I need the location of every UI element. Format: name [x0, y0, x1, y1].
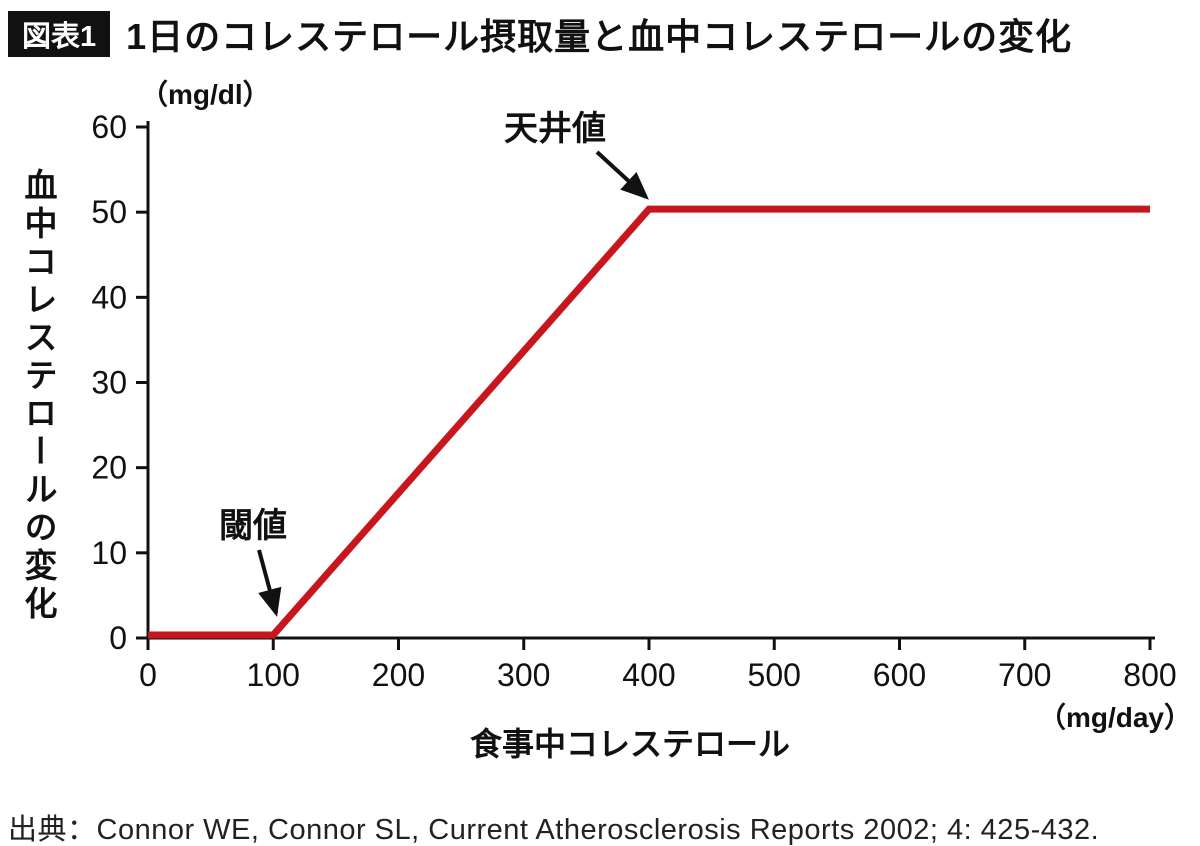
y-tick-label: 50 [91, 194, 127, 230]
x-tick-label: 0 [139, 657, 157, 693]
x-axis-unit: （mg/day） [1038, 701, 1192, 733]
y-axis-title: 血中コレステロールの変化 [20, 168, 57, 624]
y-tick-label: 10 [91, 535, 127, 571]
y-tick-label: 20 [91, 450, 127, 486]
x-tick-label: 500 [748, 657, 801, 693]
x-tick-label: 300 [497, 657, 550, 693]
x-tick-label: 800 [1123, 657, 1176, 693]
figure-number-badge: 図表1 [8, 11, 111, 57]
ceiling-annotation-arrow [595, 150, 649, 200]
y-tick-label: 40 [91, 279, 127, 315]
ceiling-annotation-label: 天井値 [504, 110, 606, 148]
x-tick-label: 600 [873, 657, 926, 693]
threshold-annotation-arrow [257, 549, 282, 617]
x-tick-label: 100 [247, 657, 300, 693]
x-tick-label: 400 [622, 657, 675, 693]
x-tick-label: 200 [372, 657, 425, 693]
x-tick-label: 700 [998, 657, 1051, 693]
y-axis-unit: （mg/dl） [140, 78, 271, 110]
source-citation: 出典：Connor WE, Connor SL, Current Atheros… [8, 814, 1100, 846]
threshold-annotation-label: 閾値 [219, 507, 287, 545]
cholesterol-series-line [148, 205, 1150, 639]
figure-title: 1日のコレステロール摂取量と血中コレステロールの変化 [126, 16, 1073, 57]
figure-header: 図表1 1日のコレステロール摂取量と血中コレステロールの変化 [8, 8, 1072, 60]
x-axis-title: 食事中コレステロール [470, 726, 790, 762]
y-tick-label: 30 [91, 365, 127, 401]
y-tick-label: 60 [91, 109, 127, 145]
y-tick-label: 0 [109, 620, 127, 656]
